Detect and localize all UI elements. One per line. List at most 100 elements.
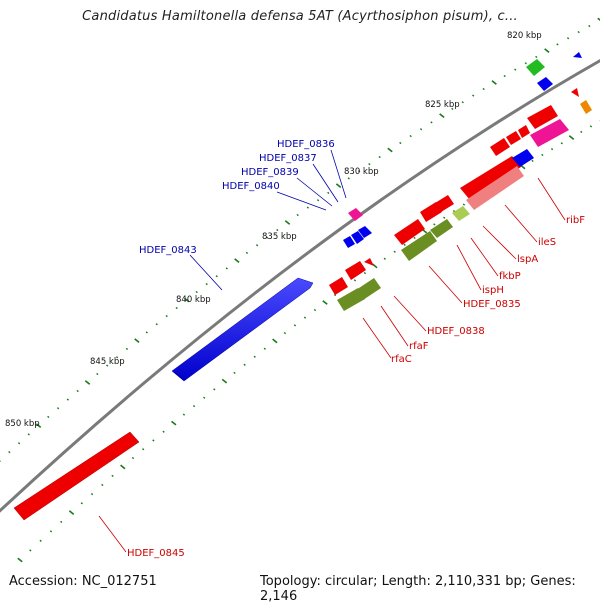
gene-HDEF_0838-b[interactable]	[364, 258, 374, 266]
minor-tick	[483, 88, 484, 89]
label-HDEF_0835[interactable]: HDEF_0835	[463, 299, 521, 310]
label-lspA[interactable]: lspA	[517, 254, 538, 265]
label-HDEF_0843[interactable]: HDEF_0843	[139, 245, 197, 256]
gene-HDEF_0838[interactable]	[345, 261, 366, 280]
minor-tick	[163, 431, 164, 432]
major-tick	[388, 148, 392, 152]
minor-tick	[214, 389, 215, 390]
minor-tick	[542, 154, 543, 155]
minor-tick	[410, 136, 411, 137]
minor-tick	[297, 214, 298, 215]
minor-tick	[578, 32, 579, 33]
minor-tick	[226, 268, 227, 269]
minor-tick	[256, 245, 257, 246]
gene-red-d[interactable]	[490, 138, 510, 156]
major-tick	[273, 339, 277, 343]
minor-tick	[394, 251, 395, 252]
label-ribF[interactable]: ribF	[566, 215, 585, 226]
gene-red-mid[interactable]	[329, 277, 348, 295]
minor-tick	[216, 276, 217, 277]
label-HDEF_0840[interactable]: HDEF_0840	[222, 181, 280, 192]
minor-tick	[193, 406, 194, 407]
minor-tick	[48, 416, 49, 417]
gene-red-f[interactable]	[518, 125, 530, 138]
minor-tick	[30, 550, 31, 551]
minor-tick	[384, 258, 385, 259]
minor-tick	[400, 142, 401, 143]
minor-tick	[348, 178, 349, 179]
minor-tick	[132, 457, 133, 458]
minor-tick	[246, 252, 247, 253]
minor-tick	[153, 440, 154, 441]
minor-tick	[18, 443, 19, 444]
minor-tick	[581, 131, 582, 132]
minor-tick	[196, 291, 197, 292]
label-HDEF_0837[interactable]: HDEF_0837	[259, 153, 317, 164]
label-fkbP[interactable]: fkbP	[499, 271, 521, 282]
minor-tick	[97, 373, 98, 374]
major-tick	[85, 381, 89, 385]
scale-label-820: 820 kbp	[507, 31, 542, 41]
gene-HDEF_0843[interactable]	[172, 278, 313, 381]
minor-tick	[317, 200, 318, 201]
minor-tick	[557, 44, 558, 45]
gene-orange-top[interactable]	[580, 100, 592, 114]
leader-lines	[99, 150, 565, 552]
minor-tick	[536, 56, 537, 57]
accession-text: Accession: NC_012751	[9, 574, 157, 589]
label-HDEF_0838[interactable]: HDEF_0838	[427, 326, 485, 337]
minor-tick	[590, 126, 591, 127]
minor-tick	[420, 129, 421, 130]
label-HDEF_0845[interactable]: HDEF_0845	[127, 548, 185, 559]
gene-HDEF_0845[interactable]	[14, 432, 139, 520]
minor-tick	[206, 284, 207, 285]
minor-tick	[142, 449, 143, 450]
minor-tick	[307, 207, 308, 208]
gene-green-top[interactable]	[526, 59, 545, 76]
minor-tick	[328, 192, 329, 193]
label-rfaC[interactable]: rfaC	[391, 354, 412, 365]
major-tick	[323, 301, 327, 305]
gene-HDEF_0836[interactable]	[348, 208, 363, 221]
minor-tick	[234, 372, 235, 373]
minor-tick	[126, 348, 127, 349]
gene-red-e[interactable]	[506, 131, 521, 145]
label-ileS[interactable]: ileS	[538, 237, 556, 248]
minor-tick	[589, 25, 590, 26]
gene-red-top-small[interactable]	[571, 88, 579, 97]
minor-tick	[146, 332, 147, 333]
minor-tick	[567, 38, 568, 39]
minor-tick	[277, 229, 278, 230]
minor-tick	[294, 325, 295, 326]
minor-tick	[264, 348, 265, 349]
minor-tick	[183, 414, 184, 415]
minor-tick	[284, 332, 285, 333]
gene-labels: HDEF_0836 HDEF_0837 HDEF_0839 HDEF_0840 …	[127, 139, 585, 559]
minor-tick	[414, 237, 415, 238]
gene-fkbP[interactable]	[452, 206, 470, 221]
minor-tick	[203, 397, 204, 398]
label-HDEF_0836[interactable]: HDEF_0836	[277, 139, 335, 150]
minor-tick	[434, 224, 435, 225]
minor-tick	[532, 160, 533, 161]
label-ispH[interactable]: ispH	[482, 285, 504, 296]
minor-tick	[462, 102, 463, 103]
minor-tick	[472, 95, 473, 96]
minor-tick	[40, 540, 41, 541]
major-tick	[222, 379, 226, 383]
minor-tick	[369, 164, 370, 165]
minor-tick	[166, 316, 167, 317]
major-tick	[172, 421, 176, 425]
minor-tick	[77, 390, 78, 391]
gene-ispH[interactable]	[430, 219, 453, 238]
label-rfaF[interactable]: rfaF	[409, 341, 429, 352]
minor-tick	[91, 494, 92, 495]
minor-tick	[504, 75, 505, 76]
gene-blue-small[interactable]	[573, 52, 582, 58]
minor-tick	[463, 204, 464, 205]
minor-tick	[379, 156, 380, 157]
minor-tick	[443, 217, 444, 218]
major-tick	[440, 114, 444, 118]
label-HDEF_0839[interactable]: HDEF_0839	[241, 167, 299, 178]
